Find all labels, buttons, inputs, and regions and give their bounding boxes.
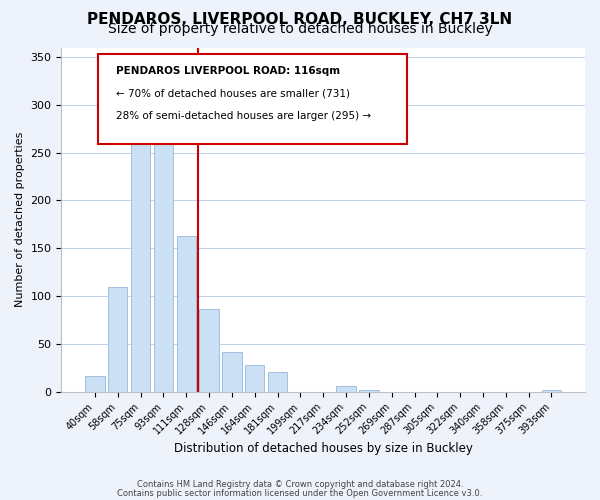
Bar — [542, 390, 561, 392]
Y-axis label: Number of detached properties: Number of detached properties — [15, 132, 25, 308]
FancyBboxPatch shape — [98, 54, 407, 144]
Bar — [199, 310, 219, 392]
Bar — [222, 352, 242, 392]
Text: Size of property relative to detached houses in Buckley: Size of property relative to detached ho… — [107, 22, 493, 36]
Bar — [85, 376, 104, 392]
Text: 28% of semi-detached houses are larger (295) →: 28% of semi-detached houses are larger (… — [116, 111, 371, 121]
Bar — [154, 132, 173, 392]
Bar — [108, 286, 127, 392]
Text: ← 70% of detached houses are smaller (731): ← 70% of detached houses are smaller (73… — [116, 89, 350, 99]
Bar — [131, 112, 150, 392]
Bar — [176, 236, 196, 392]
X-axis label: Distribution of detached houses by size in Buckley: Distribution of detached houses by size … — [174, 442, 473, 455]
Bar — [245, 365, 265, 392]
Bar — [268, 372, 287, 392]
Text: Contains public sector information licensed under the Open Government Licence v3: Contains public sector information licen… — [118, 488, 482, 498]
Text: PENDAROS LIVERPOOL ROAD: 116sqm: PENDAROS LIVERPOOL ROAD: 116sqm — [116, 66, 341, 76]
Text: Contains HM Land Registry data © Crown copyright and database right 2024.: Contains HM Land Registry data © Crown c… — [137, 480, 463, 489]
Text: PENDAROS, LIVERPOOL ROAD, BUCKLEY, CH7 3LN: PENDAROS, LIVERPOOL ROAD, BUCKLEY, CH7 3… — [88, 12, 512, 28]
Bar — [337, 386, 356, 392]
Bar — [359, 390, 379, 392]
